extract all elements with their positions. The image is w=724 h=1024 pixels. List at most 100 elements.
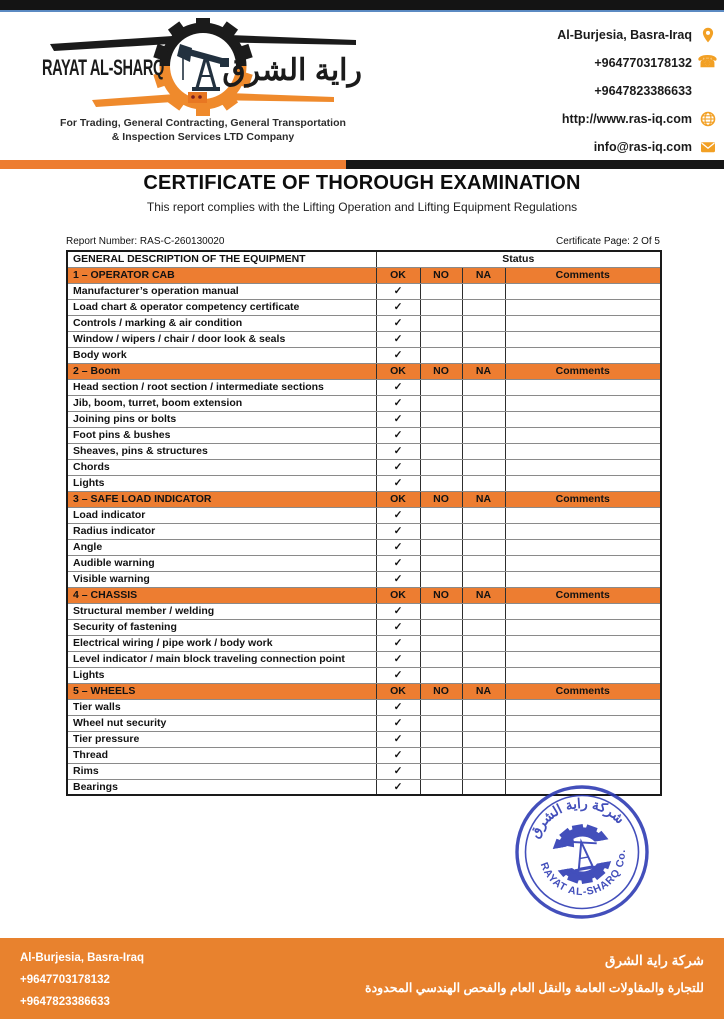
- certificate-page-label: Certificate Page:: [556, 236, 630, 247]
- comments-cell: [504, 442, 662, 460]
- no-status-cell: [419, 618, 463, 636]
- na-status-cell: [461, 330, 506, 348]
- equipment-item-row: Lights ✓: [66, 666, 662, 684]
- ok-status-cell: ✓: [375, 650, 421, 668]
- status-column-header-cell: NO: [419, 586, 463, 604]
- na-status-cell: [461, 714, 506, 732]
- comments-cell: [504, 314, 662, 332]
- item-description-cell: Controls / marking & air condition: [66, 314, 377, 332]
- na-status-cell: [461, 698, 506, 716]
- comments-cell: [504, 506, 662, 524]
- equipment-item-row: Angle ✓: [66, 538, 662, 556]
- globe-icon: [699, 111, 716, 128]
- item-description-cell: Joining pins or bolts: [66, 410, 377, 428]
- equipment-item-row: Controls / marking & air condition ✓: [66, 314, 662, 332]
- equipment-item-row: Sheaves, pins & structures ✓: [66, 442, 662, 460]
- comments-cell: [504, 346, 662, 364]
- contact-row: +9647823386633: [557, 77, 716, 105]
- equipment-item-row: Foot pins & bushes ✓: [66, 426, 662, 444]
- status-column-header-cell: NO: [419, 362, 463, 380]
- item-description-cell: Lights: [66, 666, 377, 684]
- item-description-cell: Level indicator / main block traveling c…: [66, 650, 377, 668]
- table-header-row: GENERAL DESCRIPTION OF THE EQUIPMENT Sta…: [66, 250, 662, 268]
- ok-status-cell: ✓: [375, 730, 421, 748]
- status-column-header-cell: Comments: [504, 586, 662, 604]
- status-header-cell: Status: [375, 250, 662, 268]
- oil-pump-icon: [177, 44, 229, 103]
- equipment-item-row: Audible warning ✓: [66, 554, 662, 572]
- ok-status-cell: ✓: [375, 746, 421, 764]
- contact-icon-spacer: [699, 83, 716, 100]
- equipment-item-row: Chords ✓: [66, 458, 662, 476]
- certificate-page-value: 2 Of 5: [632, 236, 660, 247]
- comments-cell: [504, 282, 662, 300]
- na-status-cell: [461, 538, 506, 556]
- location-pin-icon: [699, 27, 716, 44]
- page-subtitle: This report complies with the Lifting Op…: [146, 200, 578, 214]
- comments-cell: [504, 330, 662, 348]
- no-status-cell: [419, 634, 463, 652]
- page-title: CERTIFICATE OF THOROUGH EXAMINATION: [143, 172, 581, 194]
- tagline-line2: & Inspection Services LTD Company: [111, 130, 295, 143]
- equipment-item-row: Load chart & operator competency certifi…: [66, 298, 662, 316]
- ok-status-cell: ✓: [375, 458, 421, 476]
- ok-status-cell: ✓: [375, 442, 421, 460]
- comments-cell: [504, 666, 662, 684]
- item-description-cell: Load indicator: [66, 506, 377, 524]
- na-status-cell: [461, 394, 506, 412]
- section-label-cell: 5 – WHEELS: [66, 682, 377, 700]
- logo-pump-unit: [188, 92, 207, 103]
- no-status-cell: [419, 730, 463, 748]
- na-status-cell: [461, 458, 506, 476]
- comments-cell: [504, 410, 662, 428]
- item-description-cell: Rims: [66, 762, 377, 780]
- no-status-cell: [419, 538, 463, 556]
- item-description-cell: Bearings: [66, 778, 377, 796]
- no-status-cell: [419, 650, 463, 668]
- comments-cell: [504, 602, 662, 620]
- ok-status-cell: ✓: [375, 426, 421, 444]
- footer-description-ar: للتجارة والمقاولات العامة والنقل العام و…: [365, 981, 704, 995]
- contact-row: info@ras-iq.com: [557, 133, 716, 161]
- status-column-header-cell: NO: [419, 490, 463, 508]
- ok-status-cell: ✓: [375, 538, 421, 556]
- no-status-cell: [419, 778, 463, 796]
- na-status-cell: [461, 314, 506, 332]
- ok-status-cell: ✓: [375, 778, 421, 796]
- ok-status-cell: ✓: [375, 666, 421, 684]
- stamp-inner-ring: [524, 794, 640, 910]
- equipment-item-row: Body work ✓: [66, 346, 662, 364]
- equipment-item-row: Electrical wiring / pipe work / body wor…: [66, 634, 662, 652]
- na-status-cell: [461, 506, 506, 524]
- equipment-item-row: Manufacturer’s operation manual ✓: [66, 282, 662, 300]
- no-status-cell: [419, 714, 463, 732]
- item-description-cell: Tier pressure: [66, 730, 377, 748]
- ok-status-cell: ✓: [375, 282, 421, 300]
- comments-cell: [504, 730, 662, 748]
- report-number-label: Report Number:: [66, 236, 138, 247]
- na-status-cell: [461, 618, 506, 636]
- equipment-item-row: Rims ✓: [66, 762, 662, 780]
- no-status-cell: [419, 602, 463, 620]
- tagline-line1: For Trading, General Contracting, Genera…: [60, 117, 346, 129]
- comments-cell: [504, 698, 662, 716]
- divider-black-segment: [346, 160, 724, 169]
- contact-text: http://www.ras-iq.com: [561, 112, 692, 126]
- item-description-cell: Thread: [66, 746, 377, 764]
- header-divider: [0, 160, 724, 169]
- ok-status-cell: ✓: [375, 762, 421, 780]
- no-status-cell: [419, 474, 463, 492]
- contact-list: Al-Burjesia, Basra-Iraq +9647703178132 ☎ +9…: [557, 21, 717, 161]
- equipment-item-row: Visible warning ✓: [66, 570, 662, 588]
- ok-status-cell: ✓: [375, 314, 421, 332]
- ok-status-cell: ✓: [375, 298, 421, 316]
- item-description-cell: Radius indicator: [66, 522, 377, 540]
- equipment-item-row: Load indicator ✓: [66, 506, 662, 524]
- ok-status-cell: ✓: [375, 378, 421, 396]
- comments-cell: [504, 554, 662, 572]
- ok-status-cell: ✓: [375, 698, 421, 716]
- na-status-cell: [461, 746, 506, 764]
- na-status-cell: [461, 474, 506, 492]
- status-column-header-cell: NA: [461, 490, 506, 508]
- na-status-cell: [461, 762, 506, 780]
